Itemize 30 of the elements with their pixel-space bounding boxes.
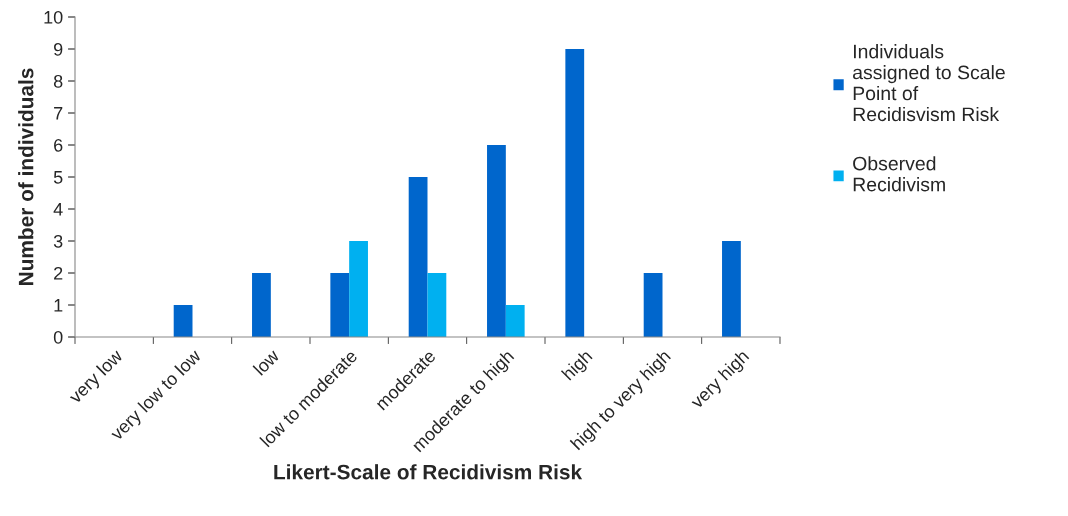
x-axis-title: Likert-Scale of Recidivism Risk: [274, 464, 583, 480]
x-tick-label: low: [252, 348, 281, 376]
bar: [349, 241, 368, 337]
bar: [505, 305, 525, 337]
x-tick-label: high: [560, 348, 596, 384]
bar: [487, 145, 506, 337]
y-tick-label: 9: [54, 42, 63, 56]
legend-label: Observed Recidivism: [853, 156, 945, 192]
bar: [330, 273, 350, 337]
y-tick-label: 3: [53, 234, 63, 248]
bar: [643, 273, 663, 337]
y-tick-label: 7: [54, 107, 63, 120]
y-tick-label: 2: [54, 266, 63, 280]
bar: [722, 241, 741, 337]
x-tick-label: very high: [689, 348, 752, 412]
y-tick-label: 6: [54, 138, 63, 152]
y-tick-label: 4: [53, 203, 63, 216]
y-tick-label: 5: [53, 171, 63, 184]
bar: [408, 177, 428, 337]
y-tick-label: 8: [53, 74, 63, 88]
bar: [252, 273, 271, 337]
y-tick-label: 10: [44, 10, 63, 24]
bar: [427, 273, 447, 337]
x-tick-label: very low: [67, 348, 127, 407]
bar: [173, 305, 193, 337]
legend-label: Individuals assigned to Scale Point of Recidisvism Risk: [853, 44, 1005, 122]
y-axis-title: Number of individuals: [18, 68, 34, 285]
y-tick-label: 1: [54, 299, 63, 312]
y-tick-label: 0: [53, 330, 63, 344]
bar: [565, 49, 585, 337]
